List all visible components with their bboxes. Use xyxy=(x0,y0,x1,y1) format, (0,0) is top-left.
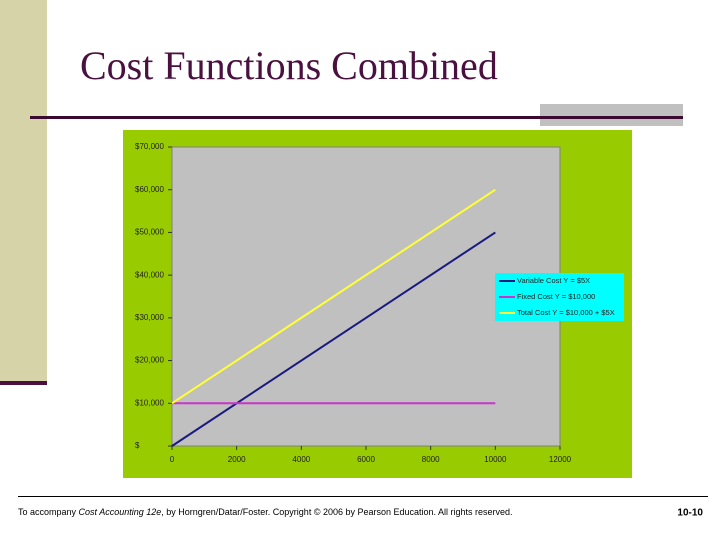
footer-after: , by Horngren/Datar/Foster. Copyright © … xyxy=(161,507,512,517)
side-bar xyxy=(0,0,47,385)
page-number: 10-10 xyxy=(677,508,703,519)
x-tick-label: 10000 xyxy=(484,455,507,464)
footer-text: To accompany Cost Accounting 12e, by Hor… xyxy=(18,507,513,517)
title-rule xyxy=(30,116,683,119)
slide-title: Cost Functions Combined xyxy=(80,43,498,88)
footer-before: To accompany xyxy=(18,507,79,517)
chart: $ $10,000 $20,000 $30,000 $40,000 $50,000 $60,… xyxy=(135,142,624,464)
y-tick-label: $ xyxy=(135,441,140,450)
y-tick-label: $10,000 xyxy=(135,398,164,407)
x-tick-label: 12000 xyxy=(549,455,572,464)
legend-label: Fixed Cost Y = $10,000 xyxy=(517,292,595,301)
legend-box xyxy=(495,273,624,321)
y-tick-label: $30,000 xyxy=(135,313,164,322)
series-line xyxy=(171,188,496,405)
legend-label: Variable Cost Y = $5X xyxy=(517,276,590,285)
footer-book: Cost Accounting 12e xyxy=(79,507,162,517)
footer-rule xyxy=(18,496,708,497)
x-tick-label: 8000 xyxy=(422,455,440,464)
y-tick-label: $20,000 xyxy=(135,356,164,365)
title-block xyxy=(540,104,683,126)
y-tick-label: $40,000 xyxy=(135,270,164,279)
side-bar-edge xyxy=(0,381,47,385)
y-tick-label: $50,000 xyxy=(135,228,164,237)
x-tick-label: 0 xyxy=(170,455,175,464)
y-tick-label: $60,000 xyxy=(135,185,164,194)
legend-label: Total Cost Y = $10,000 + $5X xyxy=(517,308,615,317)
series-line xyxy=(171,231,496,447)
x-tick-label: 6000 xyxy=(357,455,375,464)
x-tick-label: 2000 xyxy=(228,455,246,464)
y-tick-label: $70,000 xyxy=(135,142,164,151)
x-tick-label: 4000 xyxy=(292,455,310,464)
